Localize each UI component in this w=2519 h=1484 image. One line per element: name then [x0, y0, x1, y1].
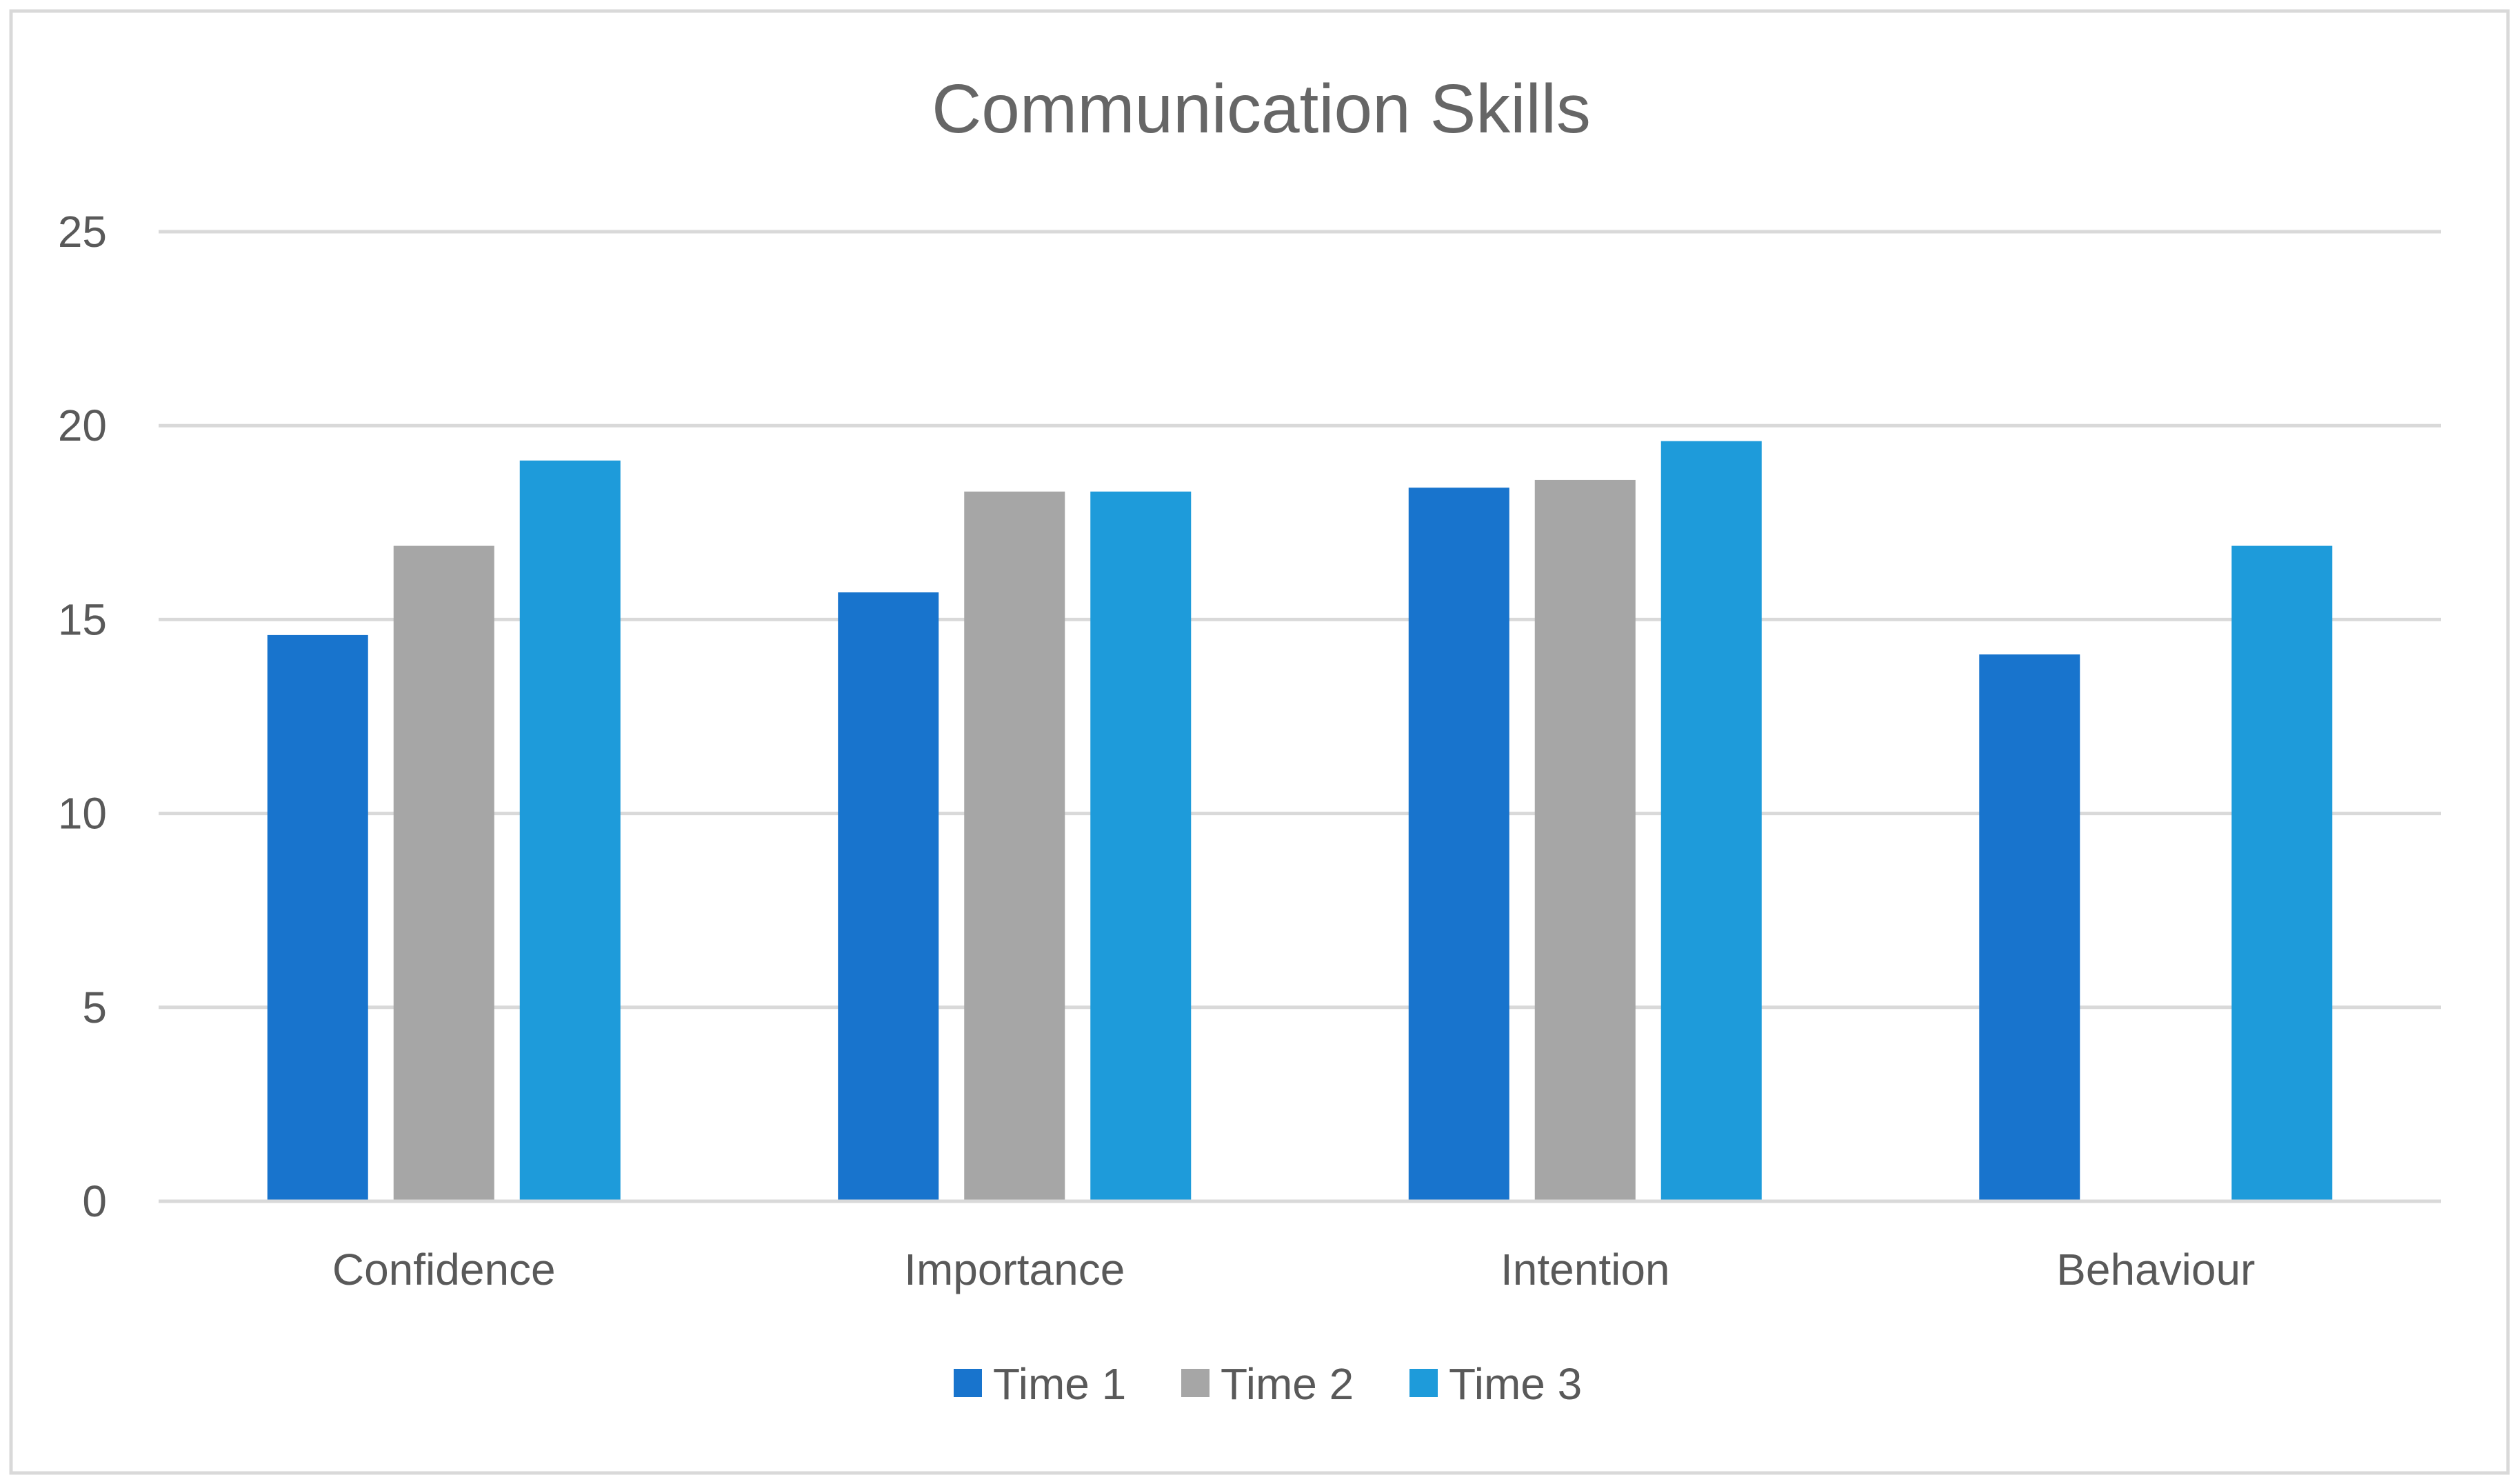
x-tick-label: Intention: [1501, 1245, 1670, 1294]
x-tick-label: Behaviour: [2056, 1245, 2255, 1294]
legend-label: Time 3: [1449, 1359, 1582, 1409]
bar-time-3-behaviour: [2231, 545, 2333, 1201]
bar-time-2-intention: [1534, 479, 1636, 1201]
y-tick-label: 15: [58, 594, 107, 644]
bar-time-3-importance: [1090, 491, 1192, 1201]
bar-time-3-intention: [1660, 441, 1762, 1201]
bar-time-1-confidence: [267, 634, 368, 1201]
legend: Time 1 Time 2 Time 3: [954, 1359, 1582, 1409]
x-tick-label: Confidence: [332, 1245, 556, 1294]
bar-time-1-behaviour: [1979, 654, 2080, 1201]
legend-swatch: [954, 1369, 982, 1397]
bar-time-1-importance: [838, 592, 939, 1201]
x-axis: Confidence Importance Intention Behaviour: [332, 1245, 2255, 1294]
y-tick-label: 0: [82, 1176, 107, 1226]
x-tick-label: Importance: [904, 1245, 1125, 1294]
chart-title: Communication Skills: [932, 70, 1591, 148]
bar-time-2-confidence: [393, 545, 494, 1201]
y-tick-label: 10: [58, 789, 107, 839]
legend-swatch: [1409, 1369, 1438, 1397]
y-tick-label: 25: [58, 207, 107, 257]
legend-label: Time 1: [993, 1359, 1126, 1409]
bar-time-3-confidence: [519, 460, 621, 1202]
bar-time-1-intention: [1408, 488, 1509, 1201]
y-tick-label: 20: [58, 401, 107, 450]
legend-label: Time 2: [1221, 1359, 1354, 1409]
bars: [267, 441, 2333, 1202]
legend-swatch: [1181, 1369, 1210, 1397]
y-tick-label: 5: [82, 983, 107, 1032]
y-axis: 0 5 10 15 20 25: [58, 207, 107, 1226]
bar-time-2-importance: [964, 491, 1065, 1201]
